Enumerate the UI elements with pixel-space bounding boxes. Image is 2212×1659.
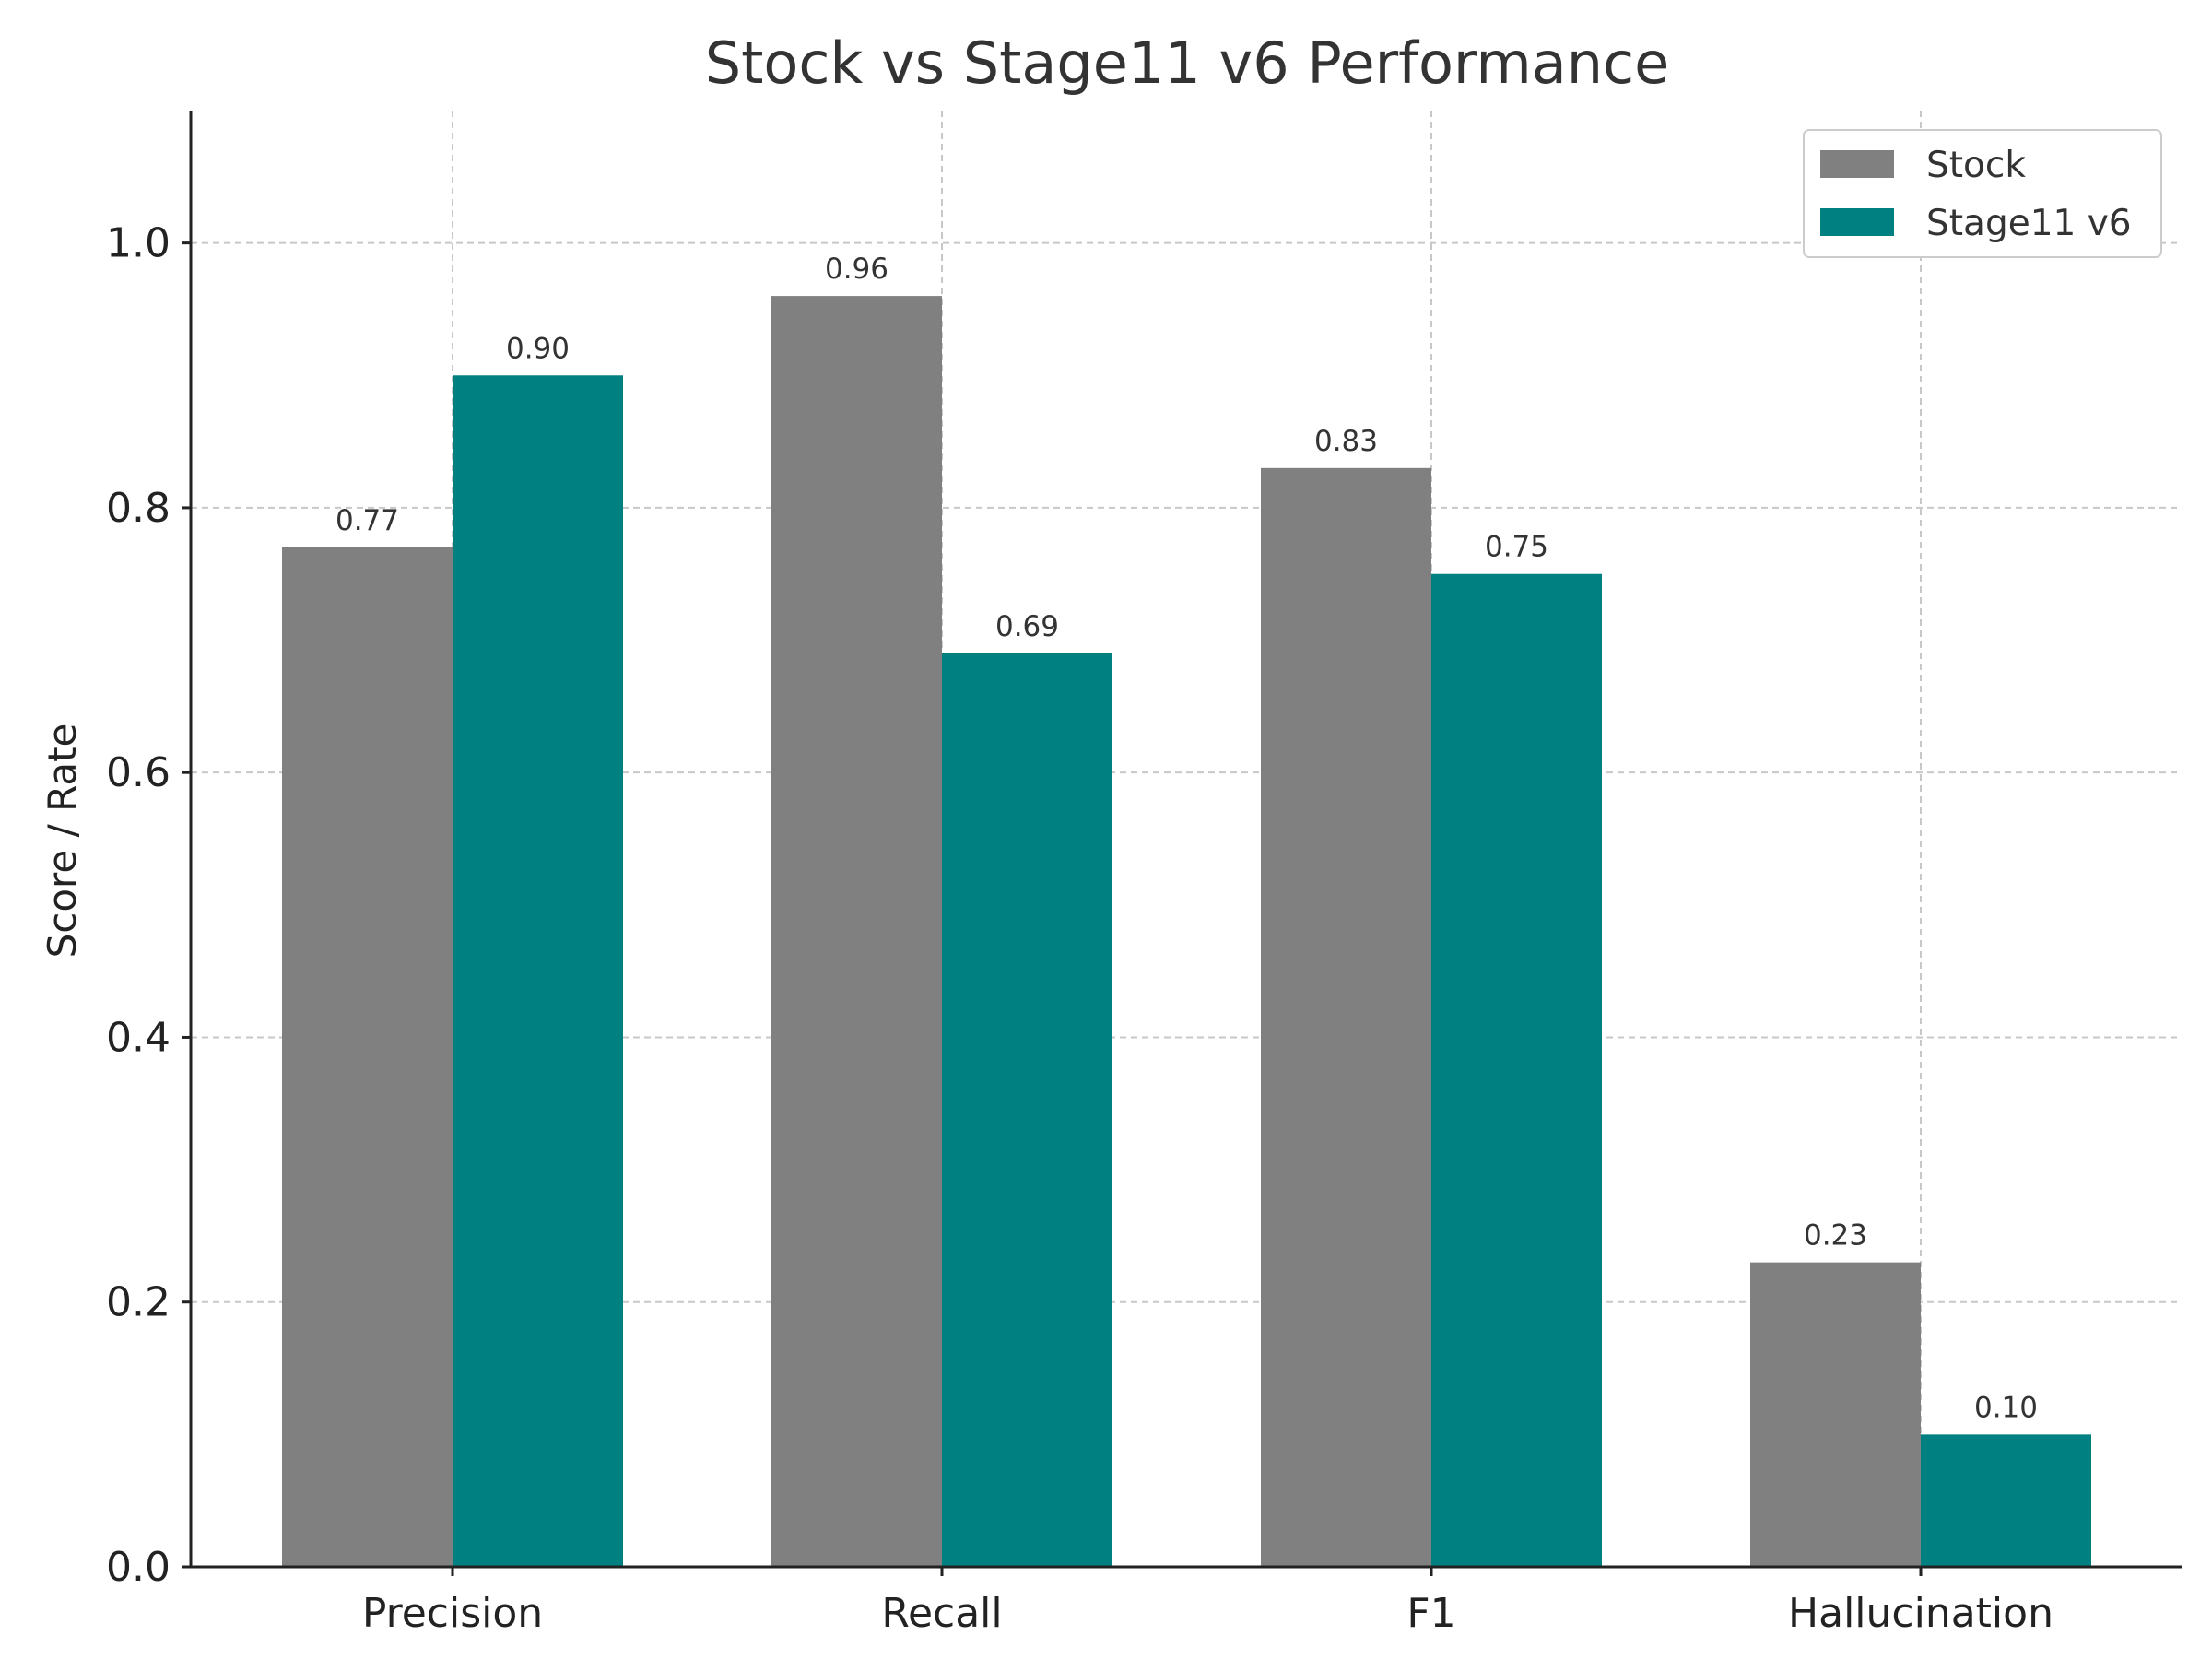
x-tick-label: Precision	[362, 1590, 543, 1637]
y-tick-label: 0.6	[106, 749, 171, 796]
legend-label: Stage11 v6	[1926, 203, 2132, 244]
y-tick-label: 1.0	[106, 220, 171, 267]
y-tick-label: 0.4	[106, 1014, 171, 1061]
bar-stock-f1	[1261, 467, 1431, 1568]
y-tick-label: 0.8	[106, 485, 171, 532]
bar-stock-recall	[771, 296, 942, 1567]
data-label: 0.96	[825, 253, 888, 286]
x-tick-label: Recall	[881, 1590, 1002, 1637]
bar-stage11-v6-recall	[942, 653, 1112, 1567]
data-labels: 0.77 0.96 0.83 0.23 0.90 0.69 0.75 0.10	[335, 253, 2038, 1424]
y-tick-label: 0.0	[106, 1544, 171, 1591]
bar-stage11-v6-f1	[1431, 573, 1602, 1567]
bar-stock-hallucination	[1750, 1262, 1921, 1567]
legend-label: Stock	[1926, 145, 2026, 186]
legend: Stock Stage11 v6	[1803, 129, 2162, 258]
data-label: 0.90	[506, 332, 570, 365]
bar-stage11-v6-hallucination	[1921, 1434, 2091, 1567]
data-label: 0.69	[995, 610, 1059, 643]
bar-stage11-v6-precision	[453, 375, 623, 1568]
data-label: 0.75	[1485, 531, 1548, 564]
data-label: 0.23	[1804, 1219, 1867, 1253]
bar-series	[282, 296, 2091, 1568]
data-label: 0.77	[335, 504, 399, 537]
chart-title: Stock vs Stage11 v6 Performance	[705, 29, 1670, 97]
legend-swatch	[1820, 208, 1894, 236]
legend-swatch	[1820, 150, 1894, 178]
data-label: 0.10	[1974, 1391, 2038, 1424]
x-tick-label: Hallucination	[1788, 1590, 2053, 1637]
axes	[189, 111, 2182, 1569]
y-tick-label: 0.2	[106, 1279, 171, 1326]
bar-stock-precision	[282, 547, 453, 1567]
axis-ticks: 0.0 0.2 0.4 0.6 0.8 1.0 Precision Recall F1 Hallu…	[106, 220, 2053, 1637]
data-label: 0.83	[1314, 425, 1378, 458]
x-tick-label: F1	[1406, 1590, 1455, 1637]
y-axis-label: Score / Rate	[40, 724, 85, 959]
